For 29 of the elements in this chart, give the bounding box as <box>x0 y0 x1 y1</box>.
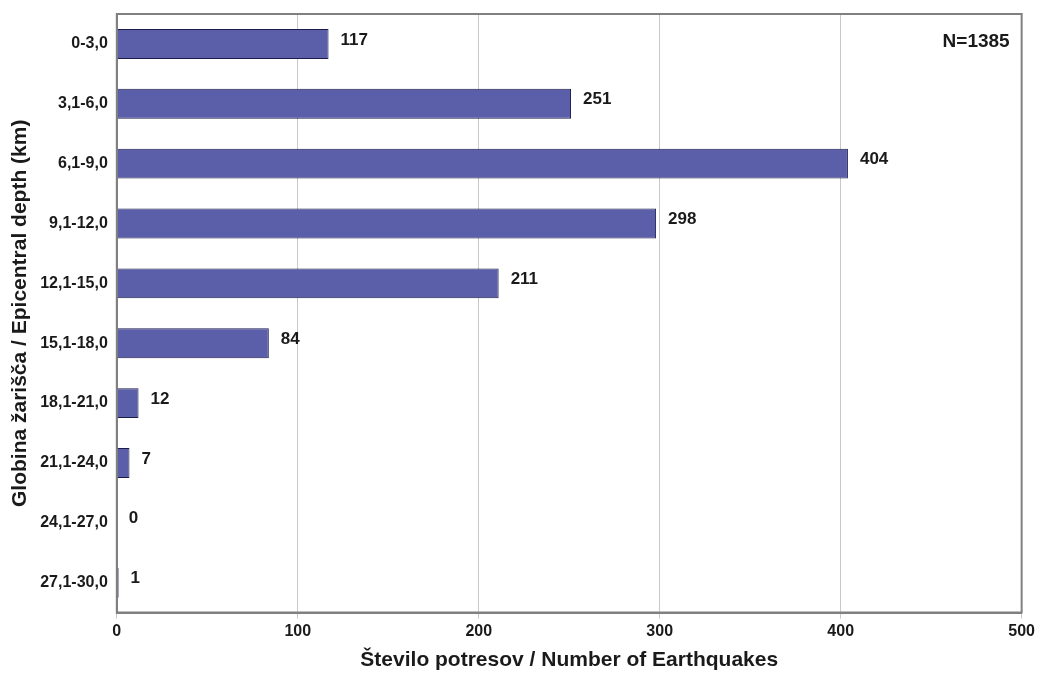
x-tick-label: 100 <box>284 621 312 639</box>
y-tick-label: 27,1-30,0 <box>40 573 108 591</box>
x-tick-label: 500 <box>1008 621 1036 639</box>
data-label: 117 <box>340 29 368 49</box>
y-tick-label: 3,1-6,0 <box>58 94 108 112</box>
data-label: 0 <box>128 508 139 528</box>
data-label: 298 <box>668 209 697 229</box>
y-tick-label: 15,1-18,0 <box>40 333 108 351</box>
y-tick-label: 12,1-15,0 <box>40 273 108 291</box>
y-tick-label: 24,1-27,0 <box>40 513 108 531</box>
data-label: 84 <box>280 328 301 348</box>
x-tick-label: 300 <box>646 621 674 639</box>
y-tick-label: 6,1-9,0 <box>58 154 108 172</box>
x-axis-title: Število potresov / Number of Earthquakes <box>360 647 779 671</box>
x-tick-label: 0 <box>112 621 122 639</box>
y-tick-label: 21,1-24,0 <box>40 453 108 471</box>
data-label: 404 <box>859 149 889 169</box>
y-tick-label: 9,1-12,0 <box>49 213 108 231</box>
data-label: 12 <box>150 388 170 408</box>
data-label: 7 <box>141 448 151 468</box>
x-tick-label: 200 <box>465 621 493 639</box>
annotation: N=1385 <box>942 30 1011 52</box>
data-label: 211 <box>510 269 539 289</box>
data-label: 1 <box>130 568 141 588</box>
y-axis-title: Globina žarišča / Epicentral depth (km) <box>7 119 31 508</box>
y-tick-label: 0-3,0 <box>71 34 108 52</box>
x-tick-label: 400 <box>827 621 855 639</box>
data-label: 251 <box>583 89 612 109</box>
y-tick-label: 18,1-21,0 <box>40 393 108 411</box>
